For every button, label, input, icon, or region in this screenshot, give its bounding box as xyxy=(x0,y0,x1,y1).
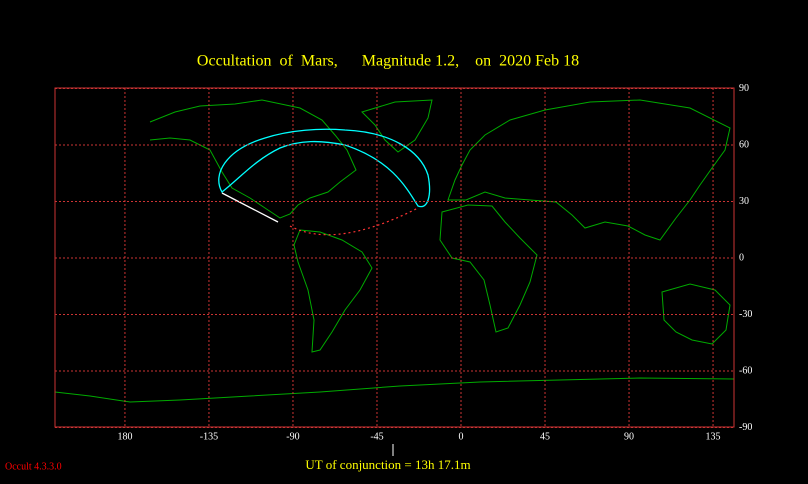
lat-tick-label: 30 xyxy=(739,196,749,207)
lon-tick-label: -90 xyxy=(286,431,299,442)
eurasia xyxy=(447,99,731,241)
version: Occult 4.3.3.0 xyxy=(5,461,62,472)
map-border xyxy=(54,87,735,428)
lon-tick-label: 180 xyxy=(117,431,132,442)
south-america xyxy=(293,229,373,353)
greenland xyxy=(361,99,433,153)
lon-tick-label: -135 xyxy=(200,431,218,442)
lat-tick-label: 0 xyxy=(739,252,744,263)
occultation-path xyxy=(218,128,431,236)
lon-tick-label: 0 xyxy=(459,431,464,442)
lon-tick-label: 135 xyxy=(706,431,721,442)
lon-tick-label: 90 xyxy=(624,431,634,442)
below-horizon-path xyxy=(289,207,419,236)
lat-tick-label: -30 xyxy=(739,309,752,320)
north-america xyxy=(149,99,357,219)
antarctica xyxy=(54,377,735,403)
visibility-limit xyxy=(218,128,431,208)
daylight-path xyxy=(221,192,279,223)
conjunction-time: UT of conjunction = 13h 17.1m xyxy=(305,457,470,472)
title: Occultation of Mars, Magnitude 1.2, on 2… xyxy=(197,53,579,70)
lat-tick-label: -90 xyxy=(739,422,752,433)
lat-tick-label: 90 xyxy=(739,83,749,94)
australia xyxy=(661,283,731,345)
lat-tick-label: 60 xyxy=(739,139,749,150)
coastlines xyxy=(54,99,735,403)
lon-tick-label: -45 xyxy=(370,431,383,442)
lon-tick-label: 45 xyxy=(540,431,550,442)
lat-tick-label: -60 xyxy=(739,365,752,376)
